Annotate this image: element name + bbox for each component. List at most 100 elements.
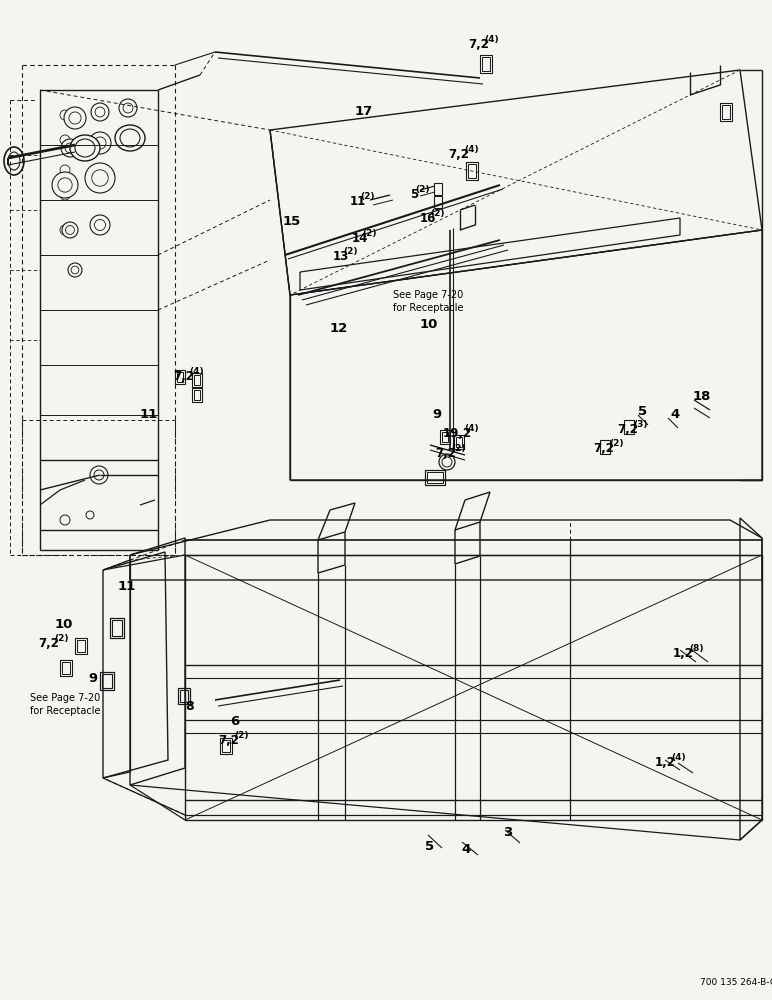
Bar — [427, 472, 443, 483]
Bar — [425, 470, 445, 485]
Circle shape — [90, 466, 108, 484]
Text: See Page 7-20: See Page 7-20 — [30, 693, 100, 703]
Text: (2): (2) — [451, 444, 466, 453]
Text: 15: 15 — [283, 215, 301, 228]
Text: 1,2: 1,2 — [655, 756, 676, 769]
Bar — [62, 662, 70, 674]
Text: 17: 17 — [355, 105, 373, 118]
Text: 7,2: 7,2 — [448, 148, 469, 161]
Text: See Page 7-20: See Page 7-20 — [393, 290, 463, 300]
Text: (4): (4) — [484, 35, 499, 44]
Text: 10: 10 — [55, 618, 73, 631]
Polygon shape — [270, 70, 762, 295]
Circle shape — [61, 139, 79, 157]
Text: (2): (2) — [54, 634, 68, 643]
Bar — [720, 103, 732, 121]
Text: (2): (2) — [431, 209, 445, 218]
Circle shape — [62, 222, 78, 238]
Bar — [192, 373, 202, 387]
Bar — [456, 437, 462, 447]
Polygon shape — [318, 532, 345, 573]
Circle shape — [121, 129, 139, 147]
Circle shape — [64, 107, 86, 129]
Text: 4: 4 — [461, 843, 470, 856]
Bar — [434, 196, 442, 208]
Text: (2): (2) — [609, 439, 623, 448]
Polygon shape — [740, 518, 762, 840]
Text: 4: 4 — [670, 408, 679, 421]
Text: 14: 14 — [352, 232, 368, 245]
Text: (3): (3) — [633, 420, 647, 429]
Bar — [222, 740, 230, 752]
Bar — [482, 57, 490, 71]
Text: 5: 5 — [410, 188, 418, 201]
Bar — [454, 435, 464, 449]
Bar — [194, 390, 200, 400]
Text: (2): (2) — [361, 192, 375, 201]
Text: (2): (2) — [234, 731, 249, 740]
Text: 1,2: 1,2 — [673, 647, 694, 660]
Text: 11: 11 — [118, 580, 136, 593]
Circle shape — [119, 99, 137, 117]
Bar — [77, 640, 85, 652]
Text: 9: 9 — [432, 408, 441, 421]
Text: (4): (4) — [671, 753, 686, 762]
Bar — [112, 620, 122, 636]
Bar — [60, 660, 72, 676]
Bar — [175, 370, 185, 384]
Text: 16: 16 — [420, 212, 436, 225]
Circle shape — [439, 454, 455, 470]
Bar — [442, 432, 448, 442]
Bar — [194, 375, 200, 385]
Text: 5: 5 — [425, 840, 434, 853]
Text: (8): (8) — [689, 644, 703, 653]
Bar — [434, 183, 442, 195]
Circle shape — [85, 163, 115, 193]
Polygon shape — [455, 522, 480, 564]
Text: (4): (4) — [189, 367, 204, 376]
Text: 11: 11 — [140, 408, 158, 421]
Bar — [100, 672, 114, 690]
Circle shape — [91, 103, 109, 121]
Polygon shape — [300, 218, 680, 290]
Polygon shape — [130, 538, 185, 785]
Text: 7,2: 7,2 — [617, 423, 638, 436]
Text: 19,2: 19,2 — [443, 427, 472, 440]
Text: 700 135 264-B-G: 700 135 264-B-G — [700, 978, 772, 987]
Text: 9: 9 — [88, 672, 97, 685]
Ellipse shape — [115, 125, 145, 151]
Text: (4): (4) — [464, 424, 479, 433]
Bar — [180, 690, 188, 702]
Bar — [177, 372, 183, 382]
Polygon shape — [103, 552, 168, 778]
Text: (2): (2) — [363, 229, 377, 238]
Bar — [178, 688, 190, 704]
Text: 3: 3 — [503, 826, 513, 839]
Bar — [468, 164, 476, 178]
Text: 11: 11 — [350, 195, 366, 208]
Circle shape — [89, 132, 111, 154]
Bar — [220, 738, 232, 754]
Bar — [440, 430, 450, 444]
Circle shape — [68, 263, 82, 277]
Text: 8: 8 — [185, 700, 194, 713]
Polygon shape — [290, 230, 762, 480]
Text: 5: 5 — [638, 405, 647, 418]
Text: 7,2: 7,2 — [468, 38, 489, 51]
Text: 6: 6 — [230, 715, 239, 728]
Bar — [192, 388, 202, 402]
Bar — [624, 420, 634, 434]
Text: for Receptacle: for Receptacle — [393, 303, 463, 313]
Bar — [102, 674, 112, 688]
Text: 7,2: 7,2 — [435, 447, 456, 460]
Bar — [480, 55, 492, 73]
Text: 13: 13 — [333, 250, 349, 263]
Text: (2): (2) — [415, 185, 430, 194]
Text: (2): (2) — [344, 247, 358, 256]
Text: (4): (4) — [464, 145, 479, 154]
Circle shape — [90, 215, 110, 235]
Bar — [722, 105, 730, 119]
Circle shape — [52, 172, 78, 198]
Ellipse shape — [4, 147, 24, 175]
Text: 7,2: 7,2 — [218, 734, 239, 747]
